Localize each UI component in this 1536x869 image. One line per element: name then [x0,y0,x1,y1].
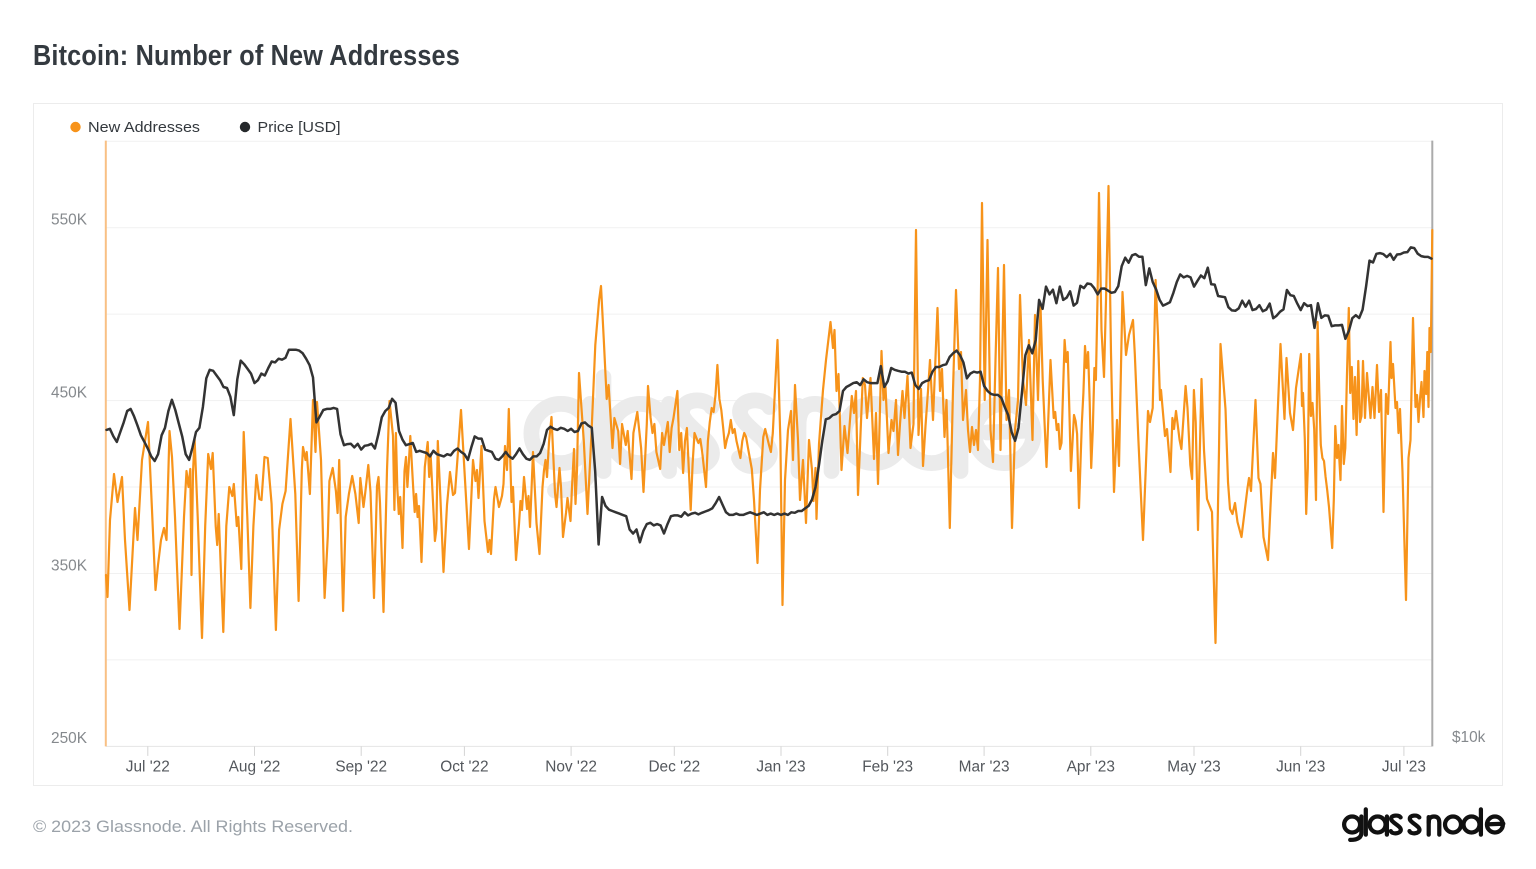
svg-text:Jul '22: Jul '22 [126,759,170,776]
svg-text:Bitcoin: Number of New Address: Bitcoin: Number of New Addresses [33,40,460,72]
svg-text:Mar '23: Mar '23 [959,759,1010,776]
svg-text:Feb '23: Feb '23 [862,759,913,776]
svg-text:$10k: $10k [1452,729,1486,746]
svg-text:350K: 350K [51,557,88,574]
svg-text:© 2023 Glassnode. All Rights R: © 2023 Glassnode. All Rights Reserved. [33,817,353,836]
svg-text:Jan '23: Jan '23 [756,759,805,776]
svg-text:Nov '22: Nov '22 [545,759,597,776]
svg-text:Dec '22: Dec '22 [648,759,700,776]
svg-text:Jul '23: Jul '23 [1382,759,1426,776]
svg-text:Price [USD]: Price [USD] [258,120,341,136]
svg-text:Aug '22: Aug '22 [229,759,281,776]
svg-text:Sep '22: Sep '22 [335,759,387,776]
svg-text:New Addresses: New Addresses [88,120,200,136]
svg-text:May '23: May '23 [1167,759,1220,776]
svg-text:450K: 450K [51,384,88,401]
svg-text:Oct '22: Oct '22 [440,759,488,776]
svg-text:250K: 250K [51,730,88,747]
svg-text:550K: 550K [51,212,88,229]
svg-text:Jun '23: Jun '23 [1276,759,1325,776]
svg-text:Apr '23: Apr '23 [1067,759,1115,776]
